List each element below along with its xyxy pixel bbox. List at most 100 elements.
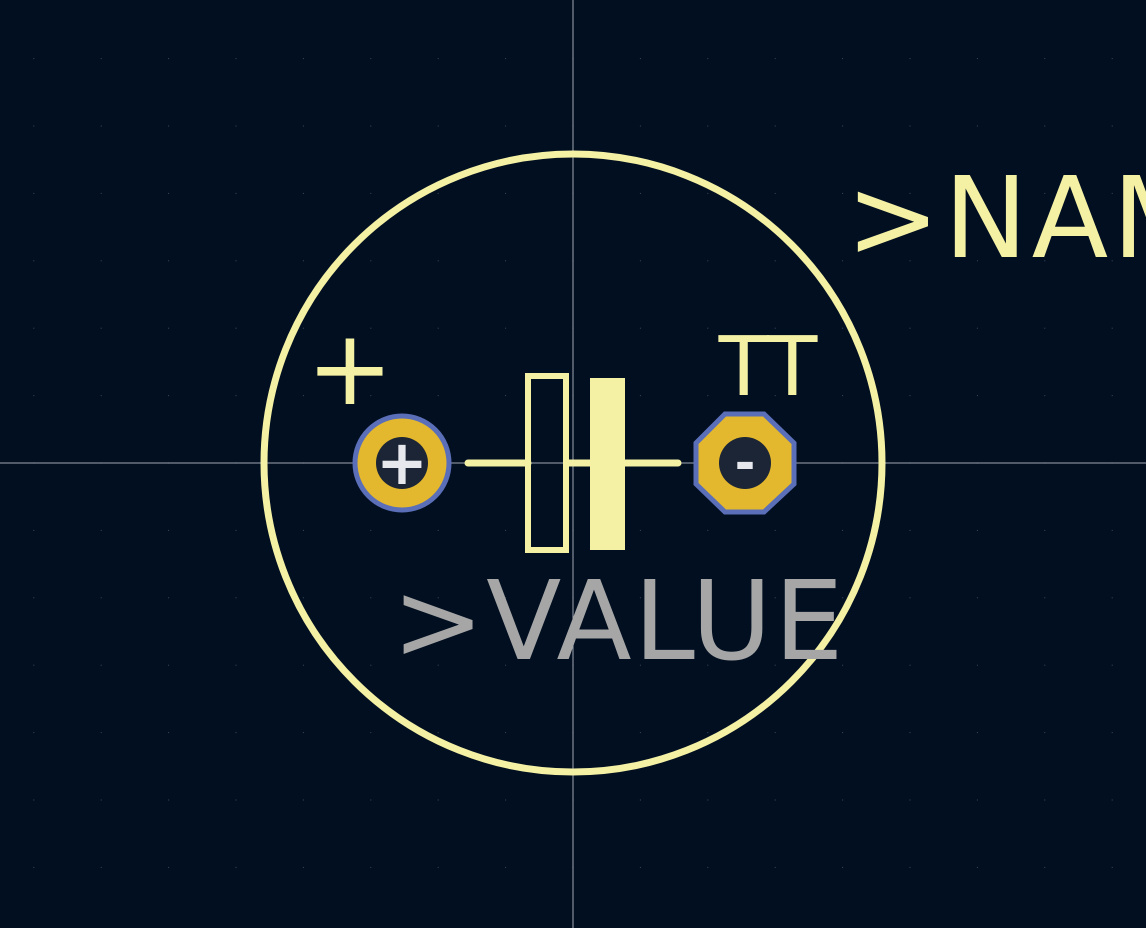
- grid-dot: [707, 866, 709, 868]
- grid-dot: [842, 58, 844, 60]
- grid-dot: [842, 395, 844, 397]
- grid-dot: [976, 597, 978, 599]
- part-marking-label[interactable]: TT: [718, 320, 819, 415]
- grid-dot: [774, 125, 776, 127]
- grid-dot: [1111, 327, 1113, 329]
- polarity-plus-label[interactable]: +: [306, 307, 393, 429]
- grid-dot: [639, 395, 641, 397]
- grid-dot: [437, 597, 439, 599]
- grid-dot: [33, 799, 35, 801]
- grid-dot: [33, 125, 35, 127]
- grid-dot: [1111, 58, 1113, 60]
- grid-dot: [909, 192, 911, 194]
- grid-dot: [505, 327, 507, 329]
- grid-dot: [505, 192, 507, 194]
- grid-dot: [1111, 260, 1113, 262]
- value-label[interactable]: >VALUE: [392, 557, 845, 685]
- grid-dot: [168, 125, 170, 127]
- grid-dot: [1044, 260, 1046, 262]
- grid-dot: [33, 529, 35, 531]
- grid-dot: [909, 327, 911, 329]
- grid-dot: [1111, 395, 1113, 397]
- grid-dot: [100, 192, 102, 194]
- grid-dot: [909, 529, 911, 531]
- grid-dot: [33, 58, 35, 60]
- grid-dot: [302, 327, 304, 329]
- grid-dot: [370, 597, 372, 599]
- grid-dot: [370, 799, 372, 801]
- grid-dot: [370, 732, 372, 734]
- grid-dot: [235, 192, 237, 194]
- grid-dot: [33, 260, 35, 262]
- grid-dot: [707, 125, 709, 127]
- grid-dot: [168, 866, 170, 868]
- grid-dot: [976, 192, 978, 194]
- grid-dot: [707, 597, 709, 599]
- grid-dot: [1044, 58, 1046, 60]
- grid-dot: [302, 664, 304, 666]
- grid-dot: [235, 260, 237, 262]
- grid-dot: [909, 597, 911, 599]
- grid-dot: [976, 58, 978, 60]
- grid-dot: [1111, 597, 1113, 599]
- grid-dot: [437, 866, 439, 868]
- pad-1[interactable]: +: [352, 413, 452, 513]
- grid-dot: [100, 866, 102, 868]
- grid-dot: [370, 125, 372, 127]
- silkscreen-outline-circle[interactable]: [260, 150, 886, 776]
- grid-dot: [909, 125, 911, 127]
- pad-2[interactable]: -: [693, 411, 797, 515]
- capacitor-plate-negative: [590, 378, 625, 550]
- grid-dot: [909, 58, 911, 60]
- grid-dot: [505, 395, 507, 397]
- grid-dot: [33, 664, 35, 666]
- grid-dot: [1044, 866, 1046, 868]
- grid-dot: [235, 395, 237, 397]
- grid-dot: [235, 327, 237, 329]
- grid-dot: [842, 732, 844, 734]
- grid-dot: [33, 732, 35, 734]
- grid-dot: [302, 799, 304, 801]
- pad-2-drill: [719, 437, 771, 489]
- grid-dot: [1111, 125, 1113, 127]
- grid-dot: [909, 395, 911, 397]
- grid-dot: [437, 395, 439, 397]
- grid-dot: [842, 192, 844, 194]
- grid-dot: [774, 58, 776, 60]
- grid-dot: [774, 327, 776, 329]
- grid-dot: [302, 529, 304, 531]
- grid-dot: [909, 799, 911, 801]
- grid-dot: [100, 799, 102, 801]
- grid-dot: [1111, 529, 1113, 531]
- grid-dot: [639, 529, 641, 531]
- grid-dot: [235, 799, 237, 801]
- grid-dot: [505, 732, 507, 734]
- grid-dot: [707, 58, 709, 60]
- grid-dot: [437, 664, 439, 666]
- grid-dot: [370, 58, 372, 60]
- grid-dot: [235, 125, 237, 127]
- grid-dot: [370, 327, 372, 329]
- grid-dot: [505, 260, 507, 262]
- grid-dot: [774, 395, 776, 397]
- grid-dot: [639, 125, 641, 127]
- grid-dot: [370, 529, 372, 531]
- pad-1-drill: [376, 437, 428, 489]
- grid-dot: [774, 260, 776, 262]
- grid-dot: [370, 260, 372, 262]
- grid-dot: [707, 529, 709, 531]
- grid-dot: [976, 260, 978, 262]
- grid-dot: [976, 732, 978, 734]
- grid-dot: [639, 799, 641, 801]
- polarized-capacitor-symbol[interactable]: [464, 373, 682, 553]
- grid-dot: [639, 327, 641, 329]
- grid-dot: [639, 866, 641, 868]
- grid-dot: [100, 260, 102, 262]
- grid-dot: [168, 664, 170, 666]
- grid-dot: [33, 395, 35, 397]
- grid-dot: [302, 866, 304, 868]
- reference-name-label[interactable]: >NAME: [846, 154, 1146, 284]
- grid-dot: [437, 529, 439, 531]
